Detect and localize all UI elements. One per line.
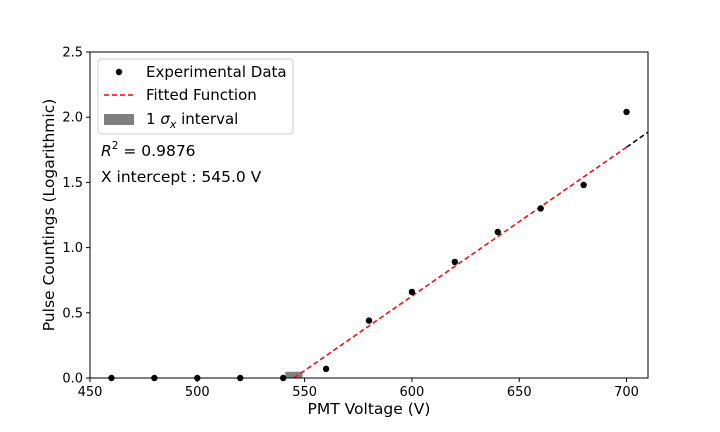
- x-tick-label: 500: [185, 385, 210, 400]
- chart-marks: [108, 108, 649, 382]
- data-point: [494, 228, 501, 236]
- data-point: [408, 288, 416, 296]
- r-squared-annotation: R2 = 0.9876: [101, 140, 196, 160]
- fit-extension-line: [626, 131, 649, 148]
- legend-marker-interval: [104, 114, 134, 125]
- legend-label-interval: 1 σx interval: [146, 110, 238, 131]
- y-tick-label: 0.5: [62, 306, 83, 321]
- plot-frame: [89, 51, 649, 379]
- y-tick-label: 0.0: [62, 372, 83, 387]
- data-point: [322, 365, 330, 373]
- y-tick-label: 2.0: [62, 111, 83, 126]
- y-tick-label: 2.5: [62, 46, 83, 61]
- x-tick-label: 550: [292, 385, 317, 400]
- x-tick-label: 600: [400, 385, 425, 400]
- x-tick-label: 650: [507, 385, 532, 400]
- axes: 450 500 550 600 650 700 0.0 0.5 1.0 1.5 2.0 2.5: [62, 46, 639, 401]
- legend: Experimental Data Fitted Function 1 σx i…: [97, 58, 294, 135]
- y-axis-label: Pulse Countings (Logarithmic): [40, 99, 58, 332]
- legend-label-experimental: Experimental Data: [146, 63, 287, 81]
- data-point: [623, 108, 630, 116]
- data-point: [365, 317, 373, 324]
- data-point: [580, 181, 587, 189]
- legend-box: [97, 58, 294, 135]
- x-tick-label: 700: [614, 385, 639, 400]
- legend-marker-experimental: [115, 68, 123, 76]
- fitted-function-line: [293, 146, 627, 379]
- sigma-interval-band: [285, 371, 303, 378]
- y-tick-label: 1.0: [62, 241, 83, 256]
- data-point: [537, 205, 544, 212]
- x-tick-label: 450: [78, 385, 103, 400]
- x-intercept-annotation: X intercept : 545.0 V: [101, 168, 262, 186]
- data-point: [451, 258, 459, 266]
- legend-label-fitted: Fitted Function: [146, 86, 257, 104]
- y-tick-label: 1.5: [62, 176, 83, 191]
- x-axis-label: PMT Voltage (V): [308, 400, 431, 418]
